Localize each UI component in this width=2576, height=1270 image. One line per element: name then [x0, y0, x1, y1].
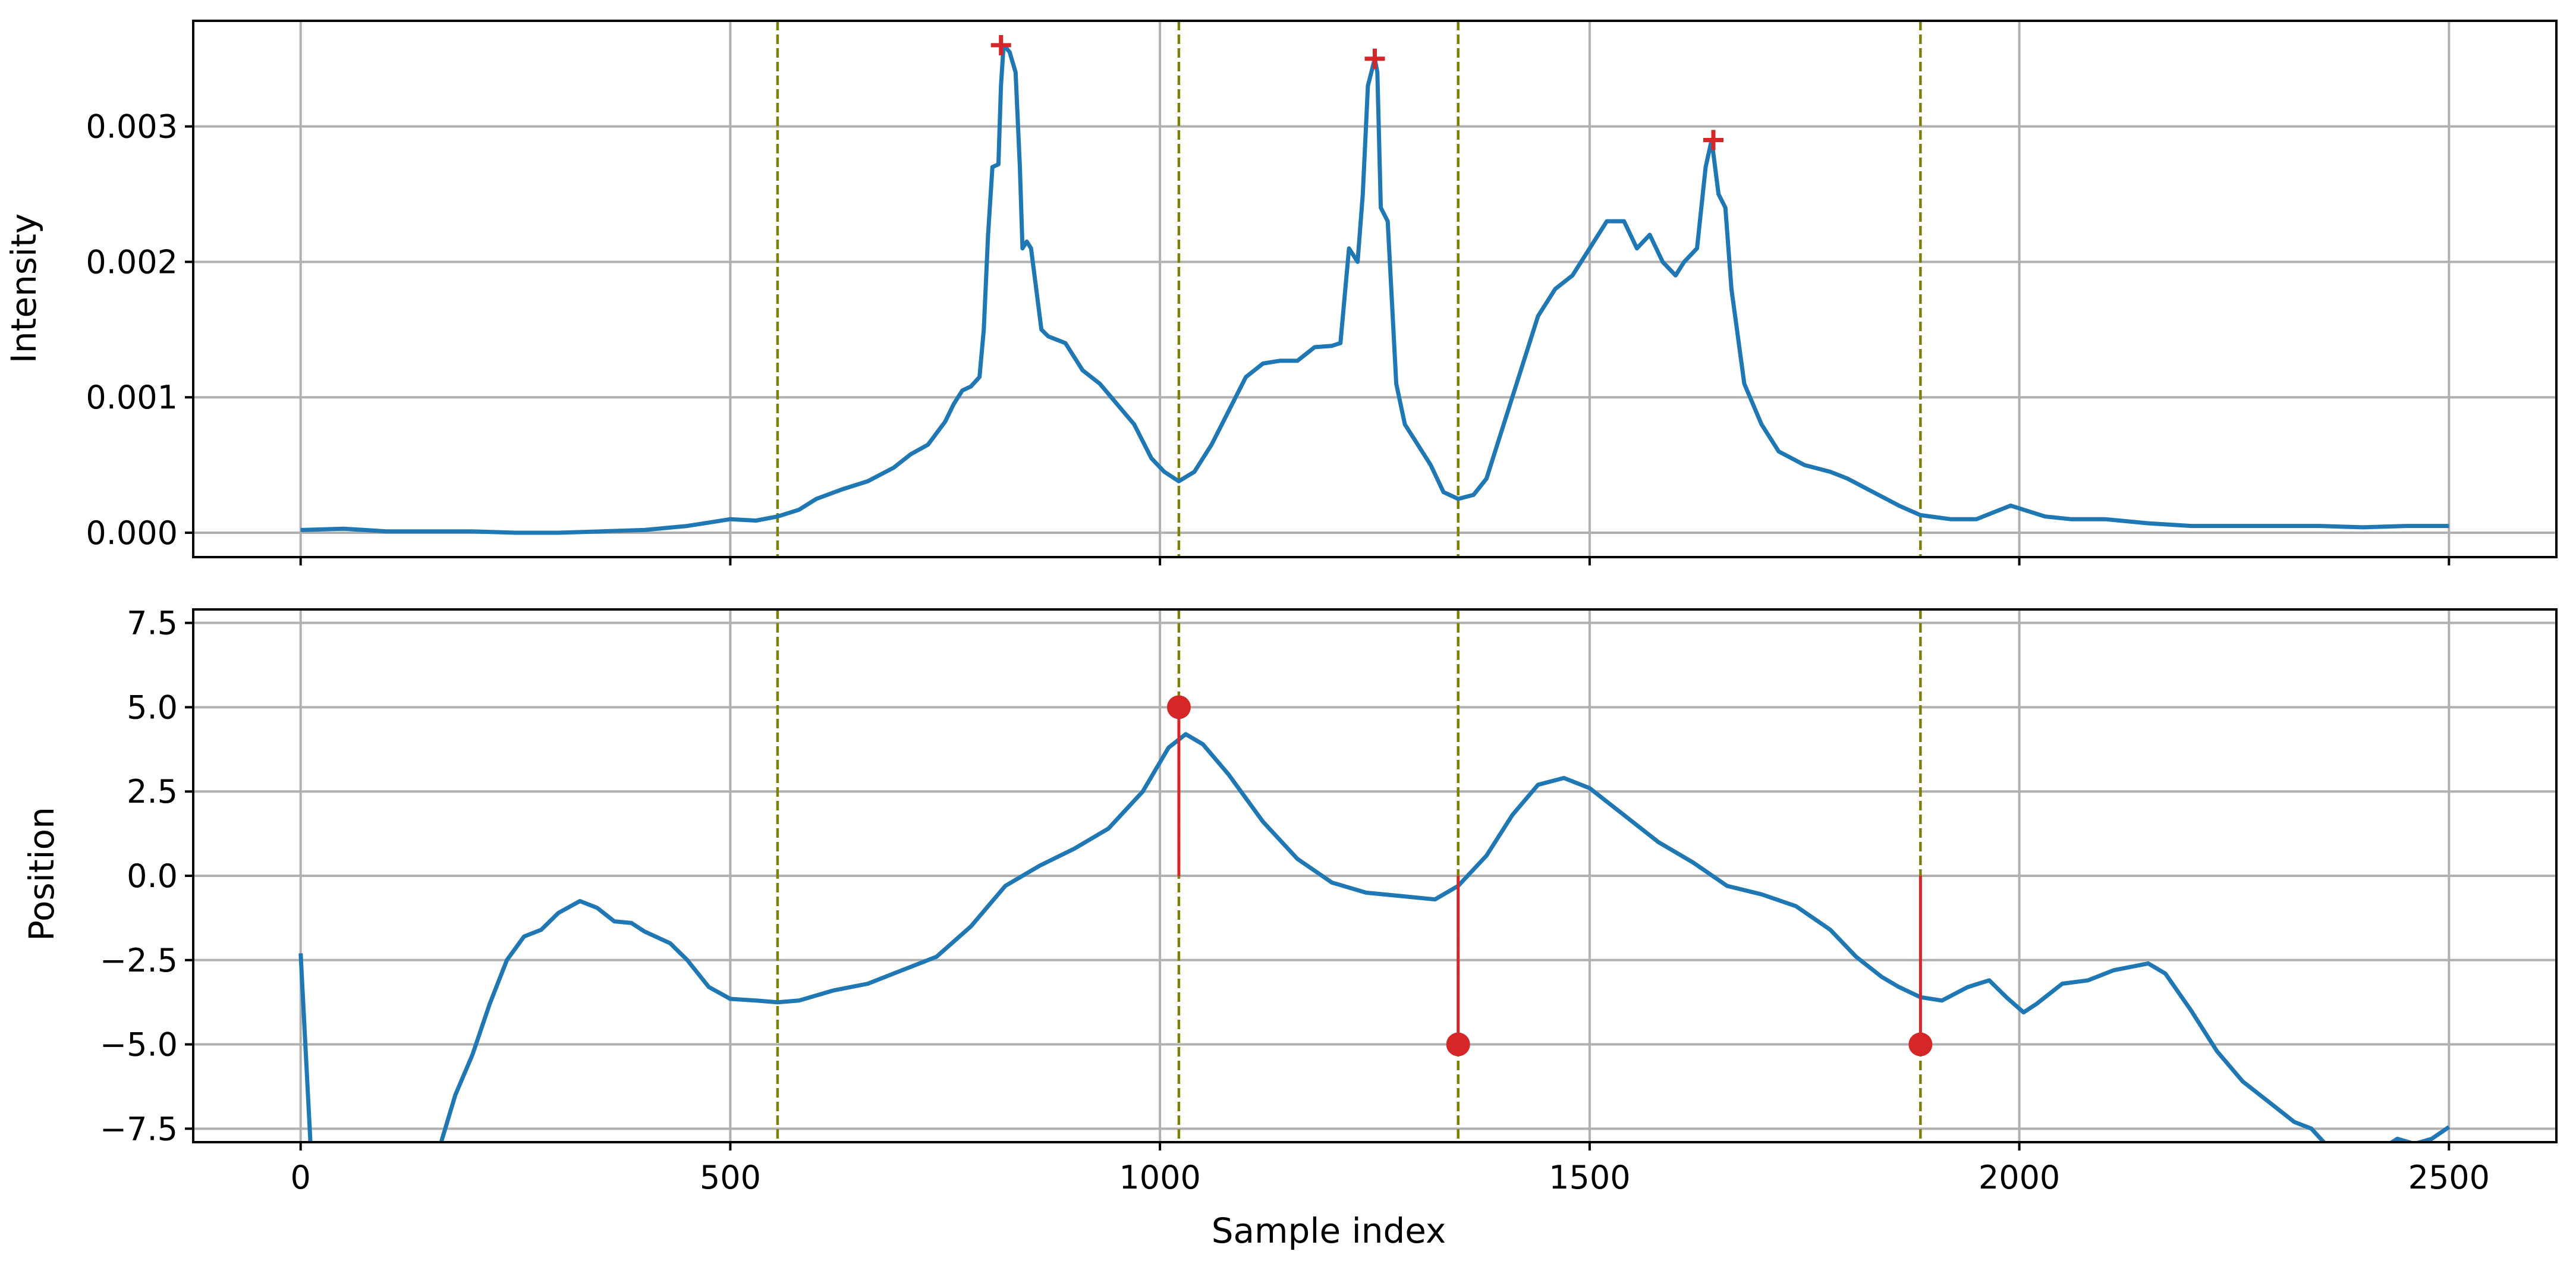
peak-marker	[1364, 48, 1385, 69]
peak-marker	[990, 35, 1011, 55]
position-y-tick-label: 2.5	[127, 773, 178, 810]
y-axis-label-position: Position	[21, 807, 62, 941]
intensity-panel: 0.000 0.001 0.002 0.003	[86, 20, 2558, 565]
stem-marker	[1446, 1032, 1470, 1057]
stem-marker	[1166, 695, 1191, 719]
position-x-tick-label: 1000	[1119, 1159, 1200, 1196]
peak-marker	[1703, 130, 1724, 150]
position-y-tick-label: −5.0	[100, 1026, 178, 1064]
position-y-tick-label: 5.0	[127, 689, 178, 726]
position-series-line	[2388, 1125, 2451, 1142]
position-x-tick-label: 2500	[2408, 1159, 2490, 1196]
position-panel: 0 500 1000 1500 2000 2500 −7.5 −5.0 −2.5 0.0 2.5 5.…	[100, 605, 2558, 1196]
intensity-axes-frame	[192, 20, 2558, 558]
position-x-tick-label: 2000	[1979, 1159, 2060, 1196]
position-x-tick-label: 0	[291, 1159, 311, 1196]
stem-marker	[1908, 1032, 1933, 1057]
position-x-tick-label: 500	[700, 1159, 761, 1196]
intensity-y-tick-label: 0.002	[86, 243, 178, 281]
intensity-series-line	[300, 43, 2449, 535]
position-series-line	[298, 953, 313, 1142]
position-y-tick-label: −7.5	[100, 1110, 178, 1148]
x-axis-label: Sample index	[1212, 1211, 1446, 1251]
position-y-tick-label: −2.5	[100, 942, 178, 979]
position-x-tick-label: 1500	[1549, 1159, 1630, 1196]
y-axis-label-intensity: Intensity	[4, 213, 44, 363]
intensity-y-tick-label: 0.003	[86, 108, 178, 146]
position-y-tick-label: 0.0	[127, 857, 178, 895]
intensity-y-tick-label: 0.000	[86, 514, 178, 552]
position-series-line	[439, 732, 2327, 1142]
intensity-y-tick-label: 0.001	[86, 379, 178, 416]
position-y-tick-label: 7.5	[127, 605, 178, 642]
